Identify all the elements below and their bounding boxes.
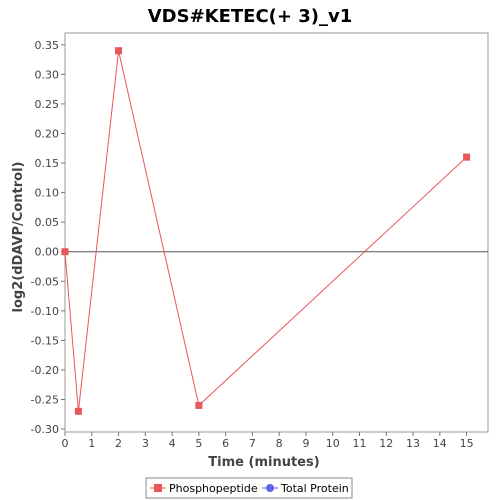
y-tick-label: -0.20 [31,364,59,377]
x-tick-label: 6 [222,437,229,450]
y-axis: -0.30 -0.25 -0.20 -0.15 -0.10 -0.05 0.00 0.05 0.… [31,39,65,436]
y-tick-label: 0.15 [35,157,60,170]
chart-title: VDS#KETEC(+ 3)_v1 [148,6,353,27]
legend-marker-phosphopeptide [154,484,162,492]
x-tick-label: 8 [276,437,283,450]
y-tick-label: 0.20 [35,127,60,140]
plot-area [64,32,489,433]
series-layer [61,47,471,415]
x-tick-label: 11 [352,437,366,450]
y-tick-label: 0.35 [35,39,60,52]
x-axis-label: Time (minutes) [208,455,319,470]
x-tick-label: 7 [249,437,256,450]
x-tick-label: 0 [62,437,69,450]
y-tick-label: 0.05 [35,216,60,229]
x-tick-label: 1 [88,437,95,450]
y-tick-label: -0.15 [31,334,59,347]
legend-label-phosphopeptide: Phosphopeptide [169,482,258,495]
y-tick-label: -0.10 [31,305,59,318]
x-tick-label: 9 [302,437,309,450]
x-axis: 0 1 2 3 4 5 6 7 8 9 10 11 12 13 14 15 [62,432,474,450]
y-axis-label: log2(dDAVP/Control) [11,162,26,313]
y-tick-label: -0.30 [31,423,59,436]
x-tick-label: 10 [326,437,340,450]
data-point-phosphopeptide [61,248,69,256]
x-tick-label: 5 [195,437,202,450]
x-tick-label: 2 [115,437,122,450]
x-tick-label: 3 [142,437,149,450]
legend: Phosphopeptide Total Protein [145,477,353,499]
y-tick-label: -0.05 [31,275,59,288]
y-tick-label: 0.00 [35,246,60,259]
x-tick-label: 13 [406,437,420,450]
y-tick-label: 0.10 [35,187,60,200]
y-tick-label: 0.30 [35,68,60,81]
legend-label-total-protein: Total Protein [280,482,349,495]
plot-frame [64,32,489,433]
x-tick-label: 4 [169,437,176,450]
x-tick-label: 14 [433,437,447,450]
data-point-phosphopeptide [115,47,123,55]
x-tick-label: 15 [460,437,474,450]
y-tick-label: -0.25 [31,393,59,406]
x-tick-label: 12 [379,437,393,450]
data-point-phosphopeptide [195,401,203,409]
y-tick-label: 0.25 [35,98,60,111]
data-point-phosphopeptide [463,153,471,161]
data-point-phosphopeptide [74,407,82,415]
legend-box [145,477,353,499]
legend-marker-total-protein [266,484,274,492]
